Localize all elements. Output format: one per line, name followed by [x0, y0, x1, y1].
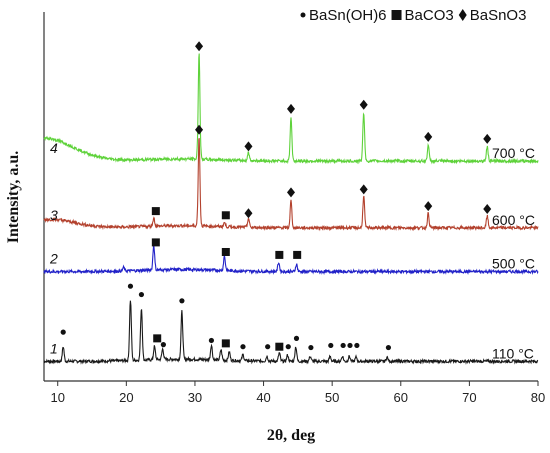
marker-basno3 — [483, 133, 492, 144]
marker-basno3 — [195, 124, 204, 135]
marker-basn-oh6 — [354, 342, 360, 349]
marker-basno3 — [287, 103, 295, 114]
series-temperature-label: 600 °C — [492, 212, 535, 228]
marker-basno3 — [287, 187, 295, 198]
x-tick-label: 10 — [50, 390, 64, 405]
y-axis-title: Intensity, a.u. — [5, 151, 22, 243]
marker-baco3 — [221, 247, 230, 256]
x-tick-label: 80 — [531, 390, 545, 405]
marker-basno3 — [424, 131, 433, 142]
x-tick-label: 30 — [188, 390, 202, 405]
marker-basn-oh6 — [60, 329, 66, 335]
marker-baco3 — [153, 334, 162, 343]
legend-diamond-icon — [458, 9, 467, 21]
marker-basno3 — [244, 141, 253, 152]
marker-basno3 — [483, 204, 492, 215]
marker-basn-oh6 — [138, 291, 145, 298]
curves-group — [43, 53, 539, 365]
marker-basn-oh6 — [285, 344, 291, 350]
x-tick-label: 20 — [119, 390, 133, 405]
marker-baco3 — [275, 250, 284, 259]
series-line-4 — [43, 53, 539, 165]
marker-basno3 — [244, 208, 253, 219]
marker-basn-oh6 — [385, 344, 392, 351]
series-number-label: 2 — [49, 251, 58, 267]
curve-labels-group: 1 110 °C 2 500 °C 3 600 °C 4 700 °C — [49, 140, 535, 361]
series-line-3 — [43, 138, 539, 232]
marker-baco3 — [275, 342, 284, 351]
x-tick-label: 50 — [325, 390, 339, 405]
x-axis-title: 2θ, deg — [267, 427, 315, 444]
marker-basno3 — [195, 41, 204, 52]
marker-baco3 — [151, 238, 160, 247]
plot-area: 10 20 30 40 50 60 70 80 1 110 °C 2 500 °C 3 600 °C 4 7… — [43, 12, 545, 405]
marker-basn-oh6 — [340, 342, 346, 349]
series-line-1 — [43, 300, 539, 365]
legend-label: BaSnO3 — [470, 7, 527, 24]
series-temperature-label: 110 °C — [492, 345, 534, 361]
marker-baco3 — [221, 339, 230, 348]
marker-basn-oh6 — [160, 342, 166, 348]
marker-basn-oh6 — [308, 344, 314, 351]
marker-basn-oh6 — [347, 342, 353, 349]
marker-basn-oh6 — [240, 344, 246, 350]
marker-baco3 — [293, 250, 302, 259]
series-temperature-label: 500 °C — [492, 256, 535, 272]
series-number-label: 1 — [50, 340, 58, 356]
marker-basn-oh6 — [293, 335, 300, 341]
legend-label: BaCO3 — [405, 7, 454, 24]
markers-group — [60, 41, 492, 351]
series-temperature-label: 700 °C — [492, 145, 535, 161]
marker-basno3 — [424, 201, 433, 212]
marker-basn-oh6 — [179, 298, 185, 304]
x-tick-label: 70 — [462, 390, 476, 405]
marker-basn-oh6 — [127, 283, 134, 289]
marker-basn-oh6 — [328, 342, 334, 349]
series-line-2 — [43, 245, 539, 276]
marker-baco3 — [151, 207, 160, 216]
marker-basno3 — [359, 184, 368, 195]
marker-basno3 — [359, 99, 368, 110]
legend-label: BaSn(OH)6 — [309, 7, 387, 24]
x-tick-label: 40 — [256, 390, 270, 405]
x-tick-label: 60 — [394, 390, 408, 405]
legend-dot-icon — [300, 12, 306, 18]
legend: BaSn(OH)6 BaCO3 BaSnO3 — [300, 7, 527, 24]
legend-square-icon — [391, 10, 402, 20]
marker-basn-oh6 — [208, 337, 215, 344]
marker-basn-oh6 — [265, 344, 271, 350]
x-ticks-group: 10 20 30 40 50 60 70 80 — [50, 381, 545, 405]
series-number-label: 3 — [50, 207, 58, 223]
marker-baco3 — [221, 211, 230, 220]
series-number-label: 4 — [50, 140, 58, 156]
